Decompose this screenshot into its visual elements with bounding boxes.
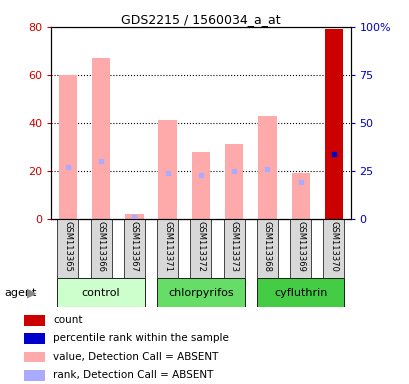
Bar xyxy=(90,219,111,278)
Text: GSM113365: GSM113365 xyxy=(63,221,72,272)
Bar xyxy=(256,278,344,307)
Text: GSM113372: GSM113372 xyxy=(196,221,205,272)
Text: ▶: ▶ xyxy=(27,286,36,299)
Bar xyxy=(24,351,45,362)
Bar xyxy=(24,370,45,381)
Bar xyxy=(58,75,77,219)
Text: agent: agent xyxy=(4,288,36,298)
Bar xyxy=(158,121,176,219)
Bar xyxy=(323,219,344,278)
Text: cyfluthrin: cyfluthrin xyxy=(273,288,326,298)
Text: count: count xyxy=(53,315,83,325)
Bar xyxy=(157,219,178,278)
Text: GSM113368: GSM113368 xyxy=(262,221,271,272)
Bar xyxy=(92,58,110,219)
Bar xyxy=(124,219,144,278)
Bar xyxy=(223,219,244,278)
Bar xyxy=(290,219,310,278)
Text: GSM113369: GSM113369 xyxy=(295,221,304,272)
Text: rank, Detection Call = ABSENT: rank, Detection Call = ABSENT xyxy=(53,370,213,380)
Bar xyxy=(24,333,45,344)
Text: value, Detection Call = ABSENT: value, Detection Call = ABSENT xyxy=(53,352,218,362)
Bar xyxy=(324,29,342,219)
Text: percentile rank within the sample: percentile rank within the sample xyxy=(53,333,229,343)
Bar xyxy=(291,173,309,219)
Bar xyxy=(256,219,277,278)
Text: GSM113367: GSM113367 xyxy=(130,221,139,272)
Text: GSM113366: GSM113366 xyxy=(97,221,106,272)
Bar xyxy=(57,219,78,278)
Text: control: control xyxy=(82,288,120,298)
Bar xyxy=(191,152,209,219)
Bar xyxy=(125,214,143,219)
Title: GDS2215 / 1560034_a_at: GDS2215 / 1560034_a_at xyxy=(121,13,280,26)
Text: GSM113370: GSM113370 xyxy=(328,221,337,272)
Text: GSM113373: GSM113373 xyxy=(229,221,238,272)
Text: chlorpyrifos: chlorpyrifos xyxy=(168,288,233,298)
Bar xyxy=(225,144,243,219)
Bar xyxy=(57,278,144,307)
Bar xyxy=(24,315,45,326)
Text: GSM113371: GSM113371 xyxy=(163,221,172,272)
Bar xyxy=(190,219,211,278)
Bar xyxy=(157,278,244,307)
Bar xyxy=(258,116,276,219)
